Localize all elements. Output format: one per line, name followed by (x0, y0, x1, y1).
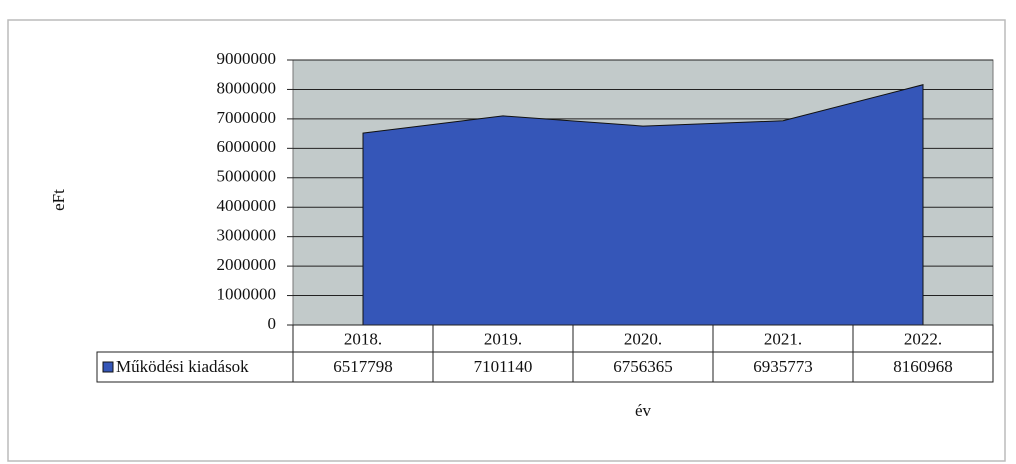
y-tick-label: 3000000 (217, 226, 277, 245)
y-tick-label: 2000000 (217, 255, 277, 274)
y-axis-label: eFt (49, 189, 68, 211)
x-axis-label: év (635, 401, 652, 420)
legend-cell (96, 351, 294, 383)
table-value: 6517798 (333, 357, 393, 376)
y-tick-label: 4000000 (217, 196, 277, 215)
y-tick-label: 9000000 (217, 49, 277, 68)
y-tick-label: 7000000 (217, 108, 277, 127)
x-tick-label: 2019. (484, 329, 522, 348)
table-frame (292, 324, 994, 383)
table-value: 6756365 (613, 357, 673, 376)
chart-frame (7, 19, 1006, 462)
legend-label: Működési kiadások (116, 357, 249, 376)
area (362, 84, 924, 326)
table-value: 8160968 (893, 357, 953, 376)
x-tick-label: 2018. (344, 329, 382, 348)
y-tick-label: 1000000 (217, 284, 277, 303)
legend-swatch (102, 361, 114, 373)
y-tick-label: 8000000 (217, 78, 277, 97)
table-value: 7101140 (474, 357, 533, 376)
x-tick-label: 2022. (904, 329, 942, 348)
x-tick-label: 2021. (764, 329, 802, 348)
y-tick-label: 0 (268, 314, 277, 333)
x-tick-label: 2020. (624, 329, 662, 348)
y-tick-label: 5000000 (217, 167, 277, 186)
table-value: 6935773 (753, 357, 813, 376)
y-tick-label: 6000000 (217, 137, 277, 156)
